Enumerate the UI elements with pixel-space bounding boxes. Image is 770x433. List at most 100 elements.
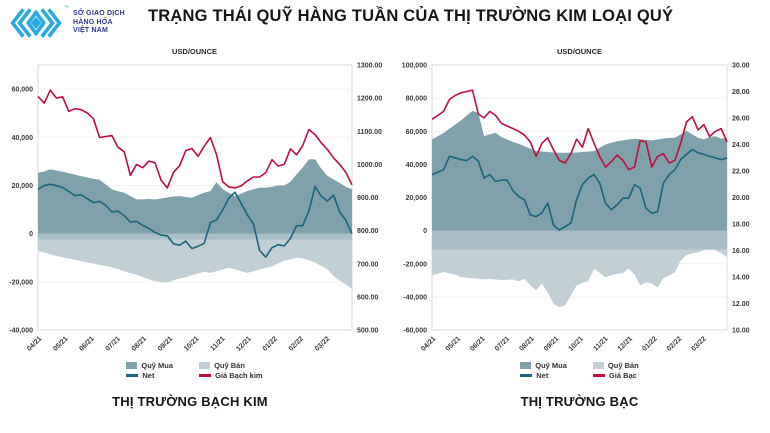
x-axis-tick: 11/21 [592, 335, 609, 352]
left-axis-tick: 40,000 [406, 162, 428, 169]
legend-label: Quỹ Bán [214, 361, 245, 370]
left-axis-tick: 20,000 [12, 183, 34, 190]
right-axis-tick: 12.00 [732, 301, 750, 308]
chart-title-platinum: THỊ TRƯỜNG BẠCH KIM [112, 394, 268, 409]
trademark-symbol: ™ [64, 5, 69, 11]
left-axis-tick: 0 [423, 228, 427, 235]
legend-item-net: Net [520, 371, 567, 380]
legend-silver: Quỹ Mua Quỹ Bán Net Giá Bạc [432, 361, 727, 380]
legend-item-buy: Quỹ Mua [126, 361, 173, 370]
right-axis-tick: 1100.00 [357, 129, 382, 136]
left-axis-tick: -40,000 [9, 328, 33, 335]
x-axis-tick: 10/21 [568, 335, 585, 352]
x-axis-tick: 02/22 [666, 335, 683, 352]
page-title: TRẠNG THÁI QUỸ HÀNG TUẦN CỦA THỊ TRƯỜNG … [148, 7, 674, 25]
left-axis-tick: 0 [29, 231, 33, 238]
x-axis-tick: 12/21 [617, 335, 634, 352]
right-axis-tick: 600.00 [357, 294, 379, 301]
x-axis-tick: 04/21 [420, 335, 437, 352]
zero-band [432, 230, 727, 250]
right-axis-tick: 1000.00 [357, 162, 382, 169]
unit-label-platinum: USD/OUNCE [171, 47, 217, 56]
legend-label: Giá Bạch kim [215, 371, 263, 380]
x-axis-tick: 07/21 [494, 335, 511, 352]
x-axis-tick: 11/21 [210, 335, 227, 352]
right-axis-tick: 800.00 [357, 228, 379, 235]
net-line [37, 183, 353, 258]
header: ™ SỞ GIAO DỊCH HÀNG HÓA VIỆT NAM TRẠNG T… [0, 0, 770, 46]
legend-item-price: Giá Bạc [592, 371, 639, 380]
legend-label: Net [536, 371, 549, 380]
chart-title-silver: THỊ TRƯỜNG BẠC [520, 394, 639, 409]
legend-label: Quỹ Bán [607, 361, 639, 370]
sell-area-swatch [199, 362, 211, 369]
legend-item-buy: Quỹ Mua [520, 361, 567, 370]
x-axis-tick: 08/21 [518, 335, 535, 352]
logo-line-3: VIỆT NAM [73, 27, 109, 35]
net-line [431, 148, 728, 231]
price-line [37, 89, 353, 189]
x-axis-tick: 09/21 [543, 335, 560, 352]
left-axis-tick: 80,000 [406, 96, 428, 103]
silver-chart-panel: USD/OUNCE 100,000 80,000 60,000 40,000 20,00… [392, 45, 770, 433]
left-axis-tick: 100,000 [402, 63, 427, 70]
price-line-swatch [199, 374, 212, 377]
silver-chart-canvas: 100,000 80,000 60,000 40,000 20,000 0 -20,000 -… [402, 63, 750, 353]
left-axis-tick: -60,000 [403, 328, 427, 335]
x-axis-tick: 06/21 [469, 335, 486, 352]
logo-org-name: SỞ GIAO DỊCH HÀNG HÓA VIỆT NAM [73, 10, 125, 35]
net-line-swatch [126, 374, 139, 377]
x-axis-tick: 05/21 [52, 335, 69, 352]
zero-band [38, 233, 352, 240]
legend-platinum: Quỹ Mua Quỹ Bán Net Giá Bạch kim [37, 361, 352, 380]
right-axis-tick: 10.00 [732, 328, 750, 335]
platinum-chart-panel: USD/OUNCE 60,000 40,000 20,000 0 -20,000 -40,… [0, 45, 392, 433]
left-axis-tick: 60,000 [406, 129, 428, 136]
legend-label: Giá Bạc [608, 371, 637, 380]
buy-area-swatch [520, 362, 532, 369]
buy-area [38, 159, 352, 234]
left-axis-tick: -20,000 [403, 261, 427, 268]
x-axis-tick: 01/22 [262, 335, 279, 352]
right-axis-tick: 700.00 [357, 261, 379, 268]
right-axis-tick: 28.00 [732, 89, 750, 96]
legend-item-sell: Quỹ Bán [592, 361, 639, 370]
left-axis-tick: 60,000 [12, 87, 34, 94]
x-axis-tick: 08/21 [131, 335, 148, 352]
x-axis-tick: 03/22 [314, 335, 331, 352]
sell-area-swatch [592, 362, 604, 369]
left-axis-tick: -40,000 [403, 294, 427, 301]
right-axis-tick: 1300.00 [357, 63, 382, 70]
price-line [431, 89, 728, 171]
net-line-swatch [520, 374, 533, 377]
legend-item-sell: Quỹ Bán [199, 361, 263, 370]
legend-item-price: Giá Bạch kim [199, 371, 263, 380]
right-axis-tick: 1200.00 [357, 96, 382, 103]
buy-area-swatch [126, 362, 138, 369]
right-axis-tick: 500.00 [357, 328, 379, 335]
x-axis-tick: 12/21 [235, 335, 252, 352]
header-logo: ™ SỞ GIAO DỊCH HÀNG HÓA VIỆT NAM [10, 5, 125, 41]
right-axis-tick: 20.00 [732, 195, 750, 202]
right-axis-tick: 22.00 [732, 169, 750, 176]
price-line-swatch [592, 374, 605, 377]
sell-area [432, 230, 727, 308]
logo-diamond [30, 16, 42, 30]
x-axis-tick: 09/21 [157, 335, 174, 352]
legend-item-net: Net [126, 371, 173, 380]
x-axis-tick: 06/21 [78, 335, 95, 352]
x-axis-tick: 01/22 [641, 335, 658, 352]
buy-area [432, 110, 727, 231]
logo-line-1: SỞ GIAO DỊCH [73, 10, 125, 18]
x-axis-tick: 07/21 [105, 335, 122, 352]
legend-label: Quỹ Mua [141, 361, 174, 370]
right-axis-tick: 30.00 [732, 63, 750, 70]
right-axis-tick: 18.00 [732, 222, 750, 229]
right-axis-tick: 16.00 [732, 248, 750, 255]
legend-label: Quỹ Mua [535, 361, 567, 370]
x-axis-tick: 04/21 [26, 335, 43, 352]
right-axis-tick: 24.00 [732, 142, 750, 149]
right-axis-tick: 26.00 [732, 116, 750, 123]
right-axis-tick: 900.00 [357, 195, 379, 202]
